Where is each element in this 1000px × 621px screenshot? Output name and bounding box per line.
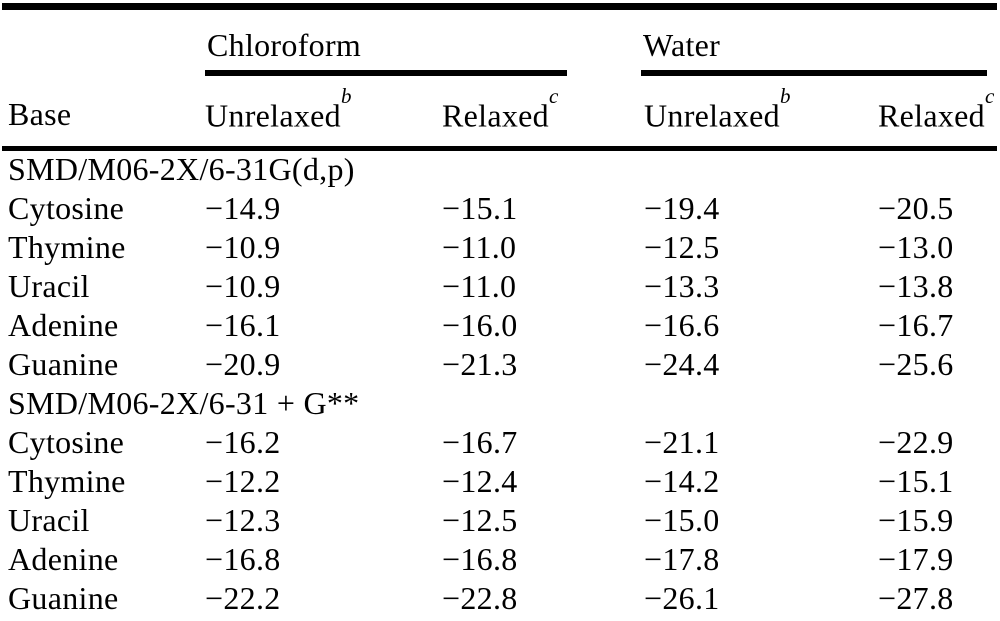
base-cell: Cytosine: [8, 424, 125, 460]
value-cell: −13.0: [878, 229, 954, 265]
value-cell: −16.7: [878, 307, 954, 343]
table-row: Uracil −10.9 −11.0 −13.3 −13.8: [0, 267, 1000, 306]
table-row: Adenine −16.8 −16.8 −17.8 −17.9: [0, 540, 1000, 579]
value-cell: −10.9: [205, 268, 281, 304]
column-group-water: Water: [643, 27, 720, 64]
value-cell: −12.3: [205, 502, 281, 538]
value-cell: −16.8: [205, 541, 281, 577]
base-cell: Uracil: [8, 268, 90, 304]
value-cell: −19.4: [644, 190, 720, 226]
footnote-marker-c: c: [548, 84, 559, 108]
value-cell: −13.3: [644, 268, 720, 304]
column-header-unrelaxed-chloroform: Unrelaxedb: [205, 84, 352, 134]
base-cell: Cytosine: [8, 190, 125, 226]
table-row: Cytosine −16.2 −16.7 −21.1 −22.9: [0, 423, 1000, 462]
value-cell: −15.1: [442, 190, 518, 226]
value-cell: −20.9: [205, 346, 281, 382]
value-cell: −22.8: [442, 580, 518, 616]
table-top-rule: [2, 3, 997, 10]
value-cell: −16.8: [442, 541, 518, 577]
value-cell: −14.9: [205, 190, 281, 226]
column-group-label: Water: [643, 27, 721, 63]
value-cell: −16.0: [442, 307, 518, 343]
column-header-unrelaxed-water: Unrelaxedb: [644, 84, 791, 134]
footnote-marker-c: c: [984, 84, 995, 108]
value-cell: −21.1: [644, 424, 720, 460]
base-cell: Guanine: [8, 580, 119, 616]
value-cell: −26.1: [644, 580, 720, 616]
column-header-relaxed-chloroform: Relaxedc: [442, 84, 559, 134]
column-header-base: Base: [8, 96, 72, 132]
value-cell: −16.6: [644, 307, 720, 343]
base-cell: Adenine: [8, 541, 119, 577]
value-cell: −16.2: [205, 424, 281, 460]
value-cell: −20.5: [878, 190, 954, 226]
column-header-relaxed-water: Relaxedc: [878, 84, 995, 134]
table-row: Thymine −12.2 −12.4 −14.2 −15.1: [0, 462, 1000, 501]
method-label: SMD/M06-2X/6-31 + G**: [8, 385, 360, 421]
value-cell: −17.9: [878, 541, 954, 577]
value-cell: −12.5: [644, 229, 720, 265]
method-label: SMD/M06-2X/6-31G(d,p): [8, 151, 355, 187]
value-cell: −16.1: [205, 307, 281, 343]
footnote-marker-b: b: [340, 84, 352, 108]
table-row: Cytosine −14.9 −15.1 −19.4 −20.5: [0, 189, 1000, 228]
column-group-label: Chloroform: [207, 27, 362, 63]
value-cell: −16.7: [442, 424, 518, 460]
table-row: Uracil −12.3 −12.5 −15.0 −15.9: [0, 501, 1000, 540]
value-cell: −14.2: [644, 463, 720, 499]
value-cell: −27.8: [878, 580, 954, 616]
base-cell: Thymine: [8, 463, 126, 499]
header-bottom-rule: [2, 146, 997, 151]
table-row: Thymine −10.9 −11.0 −12.5 −13.0: [0, 228, 1000, 267]
table-row: Guanine −22.2 −22.8 −26.1 −27.8: [0, 579, 1000, 618]
value-cell: −15.0: [644, 502, 720, 538]
table-body: SMD/M06-2X/6-31G(d,p) Cytosine −14.9 −15…: [0, 150, 1000, 618]
value-cell: −15.9: [878, 502, 954, 538]
value-cell: −12.5: [442, 502, 518, 538]
value-cell: −21.3: [442, 346, 518, 382]
table-row: Guanine −20.9 −21.3 −24.4 −25.6: [0, 345, 1000, 384]
value-cell: −13.8: [878, 268, 954, 304]
water-spanner-rule: [641, 70, 987, 76]
base-cell: Uracil: [8, 502, 90, 538]
value-cell: −10.9: [205, 229, 281, 265]
column-group-chloroform: Chloroform: [207, 27, 361, 64]
section-header-row: SMD/M06-2X/6-31 + G**: [0, 384, 1000, 423]
value-cell: −22.2: [205, 580, 281, 616]
section-header-row: SMD/M06-2X/6-31G(d,p): [0, 150, 1000, 189]
value-cell: −15.1: [878, 463, 954, 499]
footnote-marker-b: b: [779, 84, 791, 108]
value-cell: −24.4: [644, 346, 720, 382]
header-row: Base Unrelaxedb Relaxedc Unrelaxedb Rela…: [0, 84, 1000, 135]
chloroform-spanner-rule: [205, 70, 567, 76]
value-cell: −11.0: [442, 229, 517, 265]
value-cell: −17.8: [644, 541, 720, 577]
value-cell: −25.6: [878, 346, 954, 382]
table-row: Adenine −16.1 −16.0 −16.6 −16.7: [0, 306, 1000, 345]
base-cell: Thymine: [8, 229, 126, 265]
base-cell: Guanine: [8, 346, 119, 382]
value-cell: −12.4: [442, 463, 518, 499]
value-cell: −11.0: [442, 268, 517, 304]
base-cell: Adenine: [8, 307, 119, 343]
value-cell: −22.9: [878, 424, 954, 460]
value-cell: −12.2: [205, 463, 281, 499]
